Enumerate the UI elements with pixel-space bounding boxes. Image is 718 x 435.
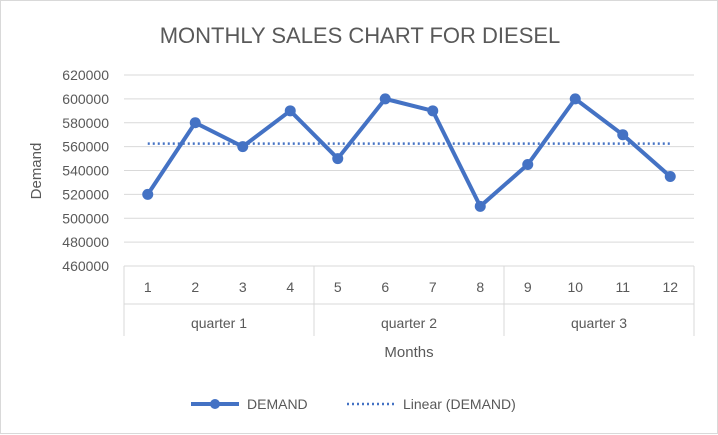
y-tick-label: 560000	[62, 139, 109, 155]
y-tick-label: 540000	[62, 163, 109, 179]
group-label: quarter 2	[381, 315, 437, 331]
x-tick-label: 11	[615, 279, 630, 295]
x-tick-label: 9	[524, 279, 532, 295]
data-point	[332, 153, 344, 165]
x-tick-label: 7	[429, 279, 437, 295]
y-tick-label: 500000	[62, 210, 109, 226]
y-tick-label: 620000	[62, 67, 109, 83]
data-point	[427, 105, 439, 117]
x-tick-label: 8	[476, 279, 484, 295]
data-point	[617, 129, 629, 141]
chart-title: MONTHLY SALES CHART FOR DIESEL	[160, 23, 561, 48]
x-tick-label: 1	[144, 279, 152, 295]
group-label: quarter 1	[191, 315, 247, 331]
x-tick-label: 2	[191, 279, 199, 295]
x-tick-label: 12	[662, 279, 678, 295]
data-point	[284, 105, 296, 117]
legend-demand-label: DEMAND	[247, 396, 308, 412]
data-point	[664, 170, 676, 182]
legend: DEMAND Linear (DEMAND)	[191, 396, 516, 412]
x-axis-label: Months	[384, 344, 433, 361]
data-point	[569, 93, 581, 105]
data-point	[189, 117, 201, 129]
x-tick-label: 6	[381, 279, 389, 295]
x-tick-label: 10	[567, 279, 583, 295]
y-tick-label: 520000	[62, 186, 109, 202]
y-tick-label: 600000	[62, 91, 109, 107]
x-tick-label: 3	[239, 279, 247, 295]
y-tick-label: 580000	[62, 115, 109, 131]
y-tick-label: 480000	[62, 234, 109, 250]
series-line	[146, 96, 672, 209]
x-tick-label: 4	[286, 279, 294, 295]
y-axis-label: Demand	[28, 143, 45, 200]
data-point	[379, 93, 391, 105]
legend-trendline-label: Linear (DEMAND)	[403, 396, 516, 412]
y-tick-label: 460000	[62, 258, 109, 274]
group-label: quarter 3	[571, 315, 627, 331]
x-tick-label: 5	[334, 279, 342, 295]
data-point	[474, 200, 486, 212]
legend-demand-marker	[210, 399, 220, 409]
data-point	[522, 159, 534, 171]
data-point	[142, 188, 154, 200]
data-point	[237, 141, 249, 153]
